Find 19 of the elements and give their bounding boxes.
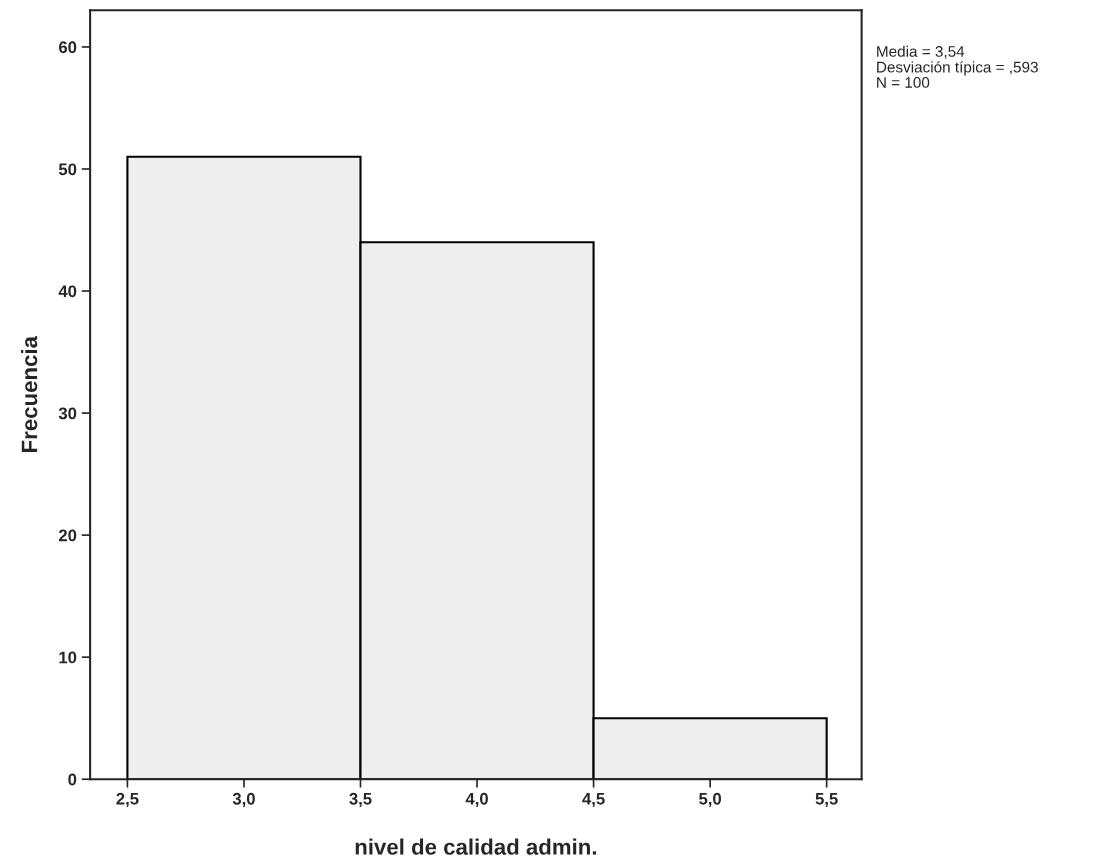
y-tick-label: 60 — [59, 41, 77, 54]
y-tick-label: 0 — [68, 773, 77, 786]
x-tick-label: 5,5 — [815, 793, 838, 808]
x-tick-label: 3,0 — [232, 792, 255, 808]
text: Desviación típica = ,593 — [877, 61, 1038, 76]
text: Media = 3,54 — [877, 45, 965, 59]
x-tick-label: 5,0 — [699, 792, 722, 808]
y-tick-label: 40 — [58, 285, 77, 298]
x-tick-label: 4,5 — [582, 793, 605, 808]
x-tick-label: 3,5 — [349, 792, 372, 808]
y-tick-label: 30 — [58, 407, 77, 420]
y-axis-title: Frecuencia — [21, 335, 38, 452]
x-tick-label: 4,0 — [465, 792, 488, 808]
text: N = 100 — [877, 77, 930, 88]
y-tick-label: 20 — [58, 529, 77, 542]
y-tick-label: 50 — [58, 163, 77, 176]
y-tick-label: 10 — [59, 651, 77, 664]
x-axis-title: nivel de calidad admin. — [355, 838, 596, 855]
x-tick-label: 2,5 — [116, 792, 139, 808]
